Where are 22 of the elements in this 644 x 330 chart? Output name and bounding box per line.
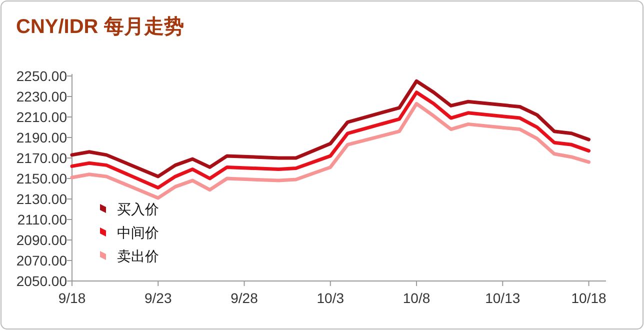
x-tick-label: 9/23 (144, 290, 172, 306)
y-tick-label: 2070.00 (16, 252, 68, 268)
title: CNY/IDR 每月走势 (16, 16, 184, 38)
x-tick-label: 9/28 (230, 290, 258, 306)
y-tick-label: 2170.00 (16, 150, 68, 166)
y-tick-label: 2150.00 (16, 170, 68, 186)
legend-label: 中间价 (117, 224, 159, 240)
y-tick-label: 2110.00 (17, 212, 68, 228)
legend-label: 卖出价 (117, 248, 159, 264)
x-tick-label: 10/8 (402, 290, 430, 306)
legend-label: 买入价 (117, 201, 159, 217)
x-tick-label: 9/18 (58, 290, 86, 306)
y-tick-label: 2250.00 (16, 68, 68, 84)
x-tick-label: 10/13 (485, 290, 520, 306)
y-tick-label: 2090.00 (16, 232, 68, 248)
x-tick-label: 10/18 (571, 290, 606, 306)
y-tick-label: 2230.00 (16, 88, 68, 104)
y-tick-label: 2210.00 (16, 109, 68, 125)
y-tick-label: 2050.00 (16, 273, 68, 289)
y-tick-label: 2130.00 (16, 191, 68, 207)
y-tick-label: 2190.00 (16, 130, 68, 146)
x-tick-label: 10/3 (316, 290, 344, 306)
